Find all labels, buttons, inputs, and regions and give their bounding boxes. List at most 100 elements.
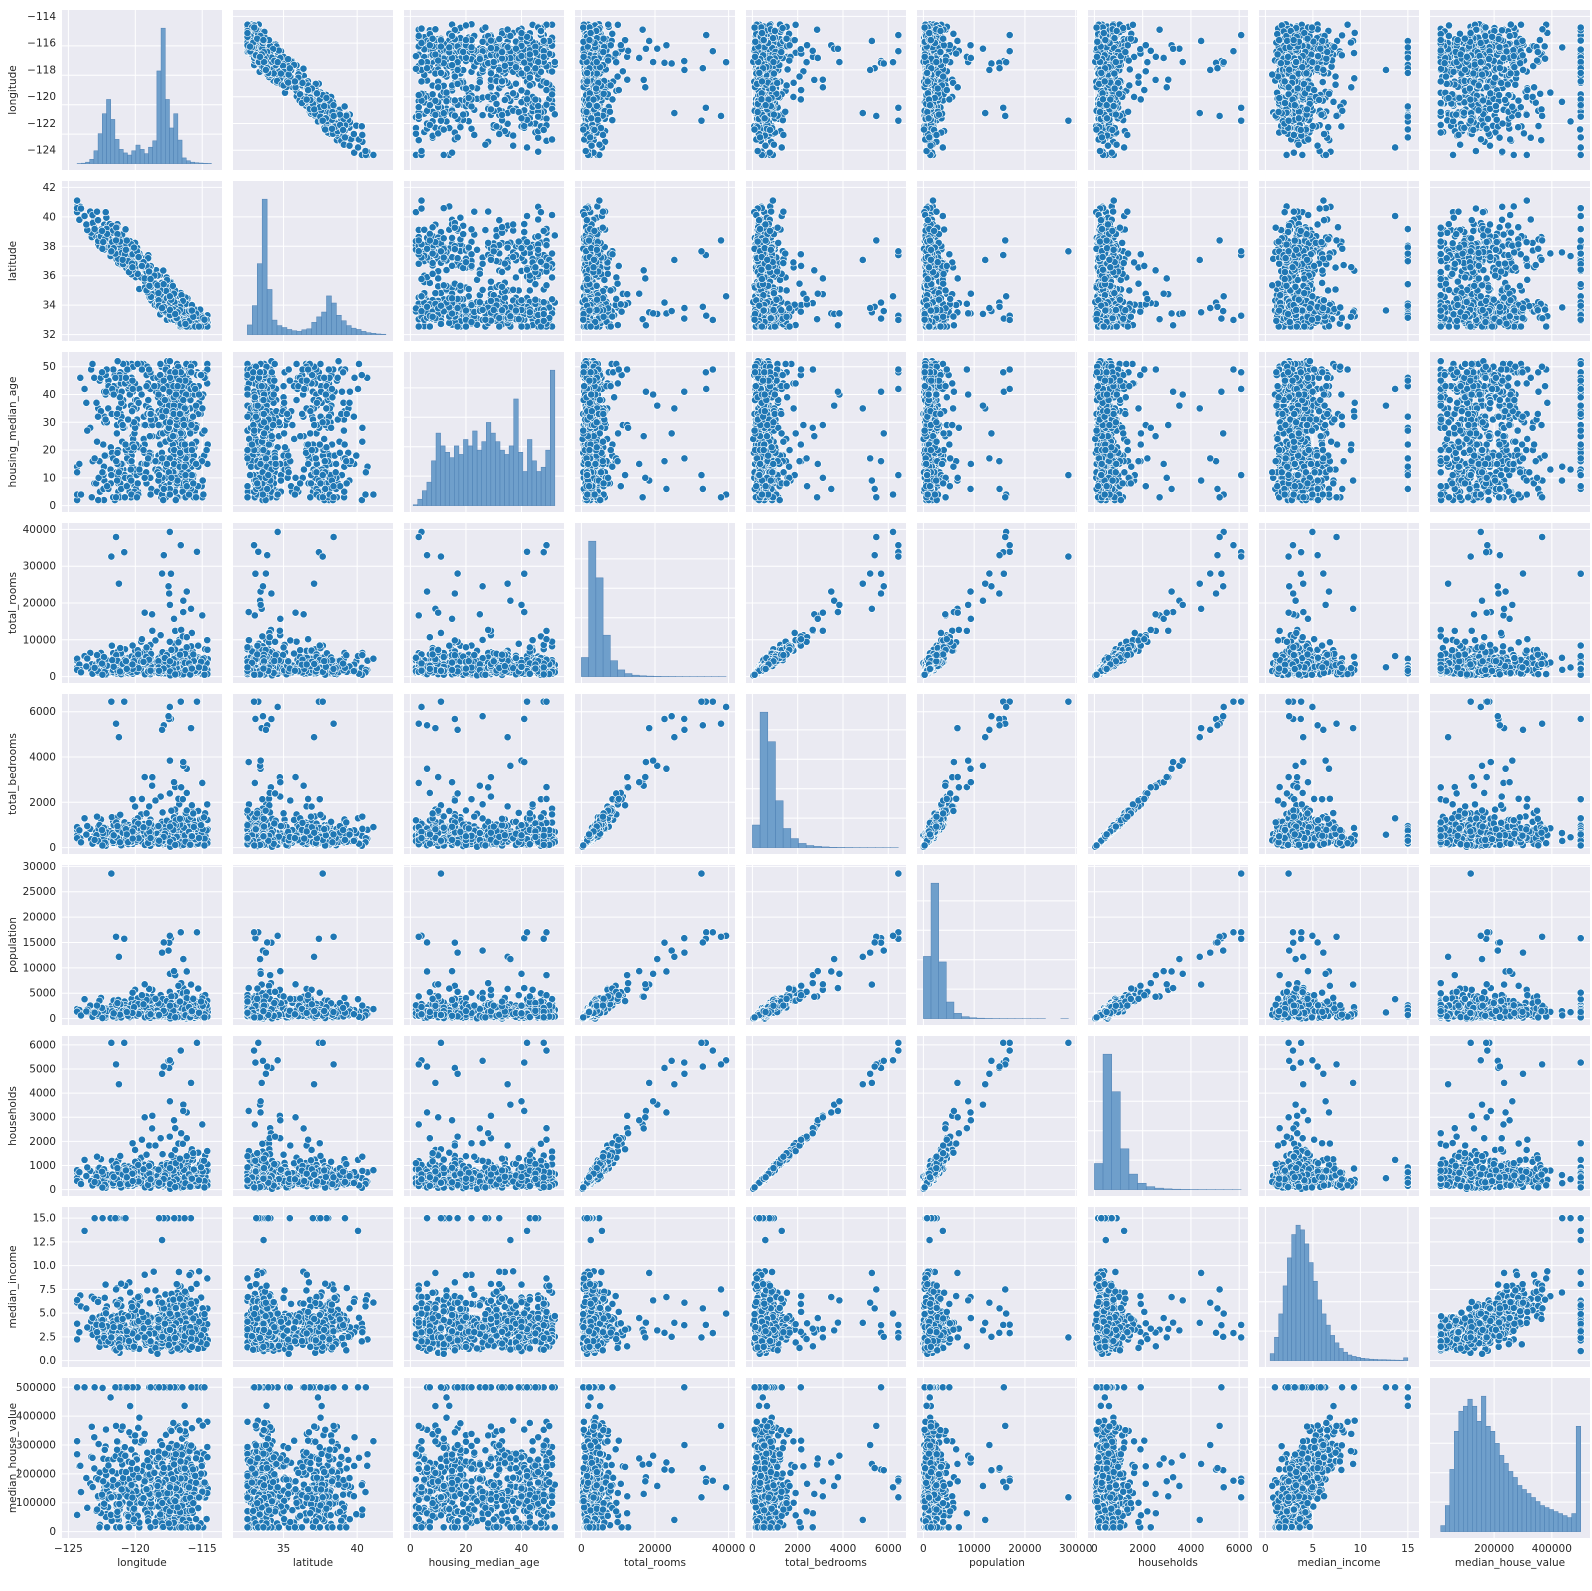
scatter-point	[1404, 134, 1411, 141]
scatter-point	[303, 96, 310, 103]
scatter-point	[1319, 37, 1326, 44]
histogram-bar	[140, 149, 144, 163]
scatter-point	[925, 115, 932, 122]
scatter-point	[609, 96, 616, 103]
scatter-point	[299, 79, 306, 86]
scatter-point	[927, 142, 934, 149]
histogram-bar	[186, 161, 190, 164]
scatter-point	[443, 98, 450, 105]
scatter-point	[756, 134, 763, 141]
scatter-point	[1404, 69, 1411, 76]
scatter-point	[523, 144, 530, 151]
scatter-point	[1437, 129, 1444, 136]
scatter-point	[1536, 36, 1543, 43]
scatter-point	[600, 48, 607, 55]
scatter-point	[330, 112, 337, 119]
scatter-point	[582, 147, 589, 154]
scatter-point	[490, 58, 497, 65]
scatter-point	[510, 142, 517, 149]
panel-longitude-vs-households	[1088, 10, 1248, 170]
scatter-point	[1404, 126, 1411, 133]
scatter-point	[548, 136, 555, 143]
scatter-point	[1127, 35, 1134, 42]
histogram-bar	[190, 162, 194, 163]
scatter-point	[1523, 151, 1530, 158]
scatter-point	[274, 59, 281, 66]
scatter-point	[588, 142, 595, 149]
scatter-point	[277, 70, 284, 77]
scatter-point	[1558, 98, 1565, 105]
scatter-point	[717, 112, 724, 119]
scatter-point	[809, 47, 816, 54]
scatter-point	[1109, 126, 1116, 133]
scatter-point	[751, 126, 758, 133]
scatter-point	[1125, 57, 1132, 64]
scatter-point	[1291, 102, 1298, 109]
scatter-point	[1220, 59, 1227, 66]
histogram-bar	[153, 141, 157, 164]
scatter-point	[1137, 96, 1144, 103]
scatter-point	[895, 31, 902, 38]
scatter-point	[1275, 108, 1282, 115]
scatter-point	[415, 32, 422, 39]
scatter-point	[454, 80, 461, 87]
scatter-point	[587, 29, 594, 36]
scatter-point	[1404, 54, 1411, 61]
scatter-point	[813, 26, 820, 33]
scatter-point	[1111, 70, 1118, 77]
scatter-point	[671, 109, 678, 116]
scatter-point	[1129, 21, 1136, 28]
scatter-point	[1094, 38, 1101, 45]
scatter-point	[646, 37, 653, 44]
scatter-point	[1320, 66, 1327, 73]
scatter-point	[614, 21, 621, 28]
scatter-point	[1290, 149, 1297, 156]
scatter-point	[1096, 147, 1103, 154]
panel-longitude-vs-total_rooms	[575, 10, 735, 170]
scatter-point	[454, 66, 461, 73]
scatter-point	[251, 24, 258, 31]
scatter-point	[868, 37, 875, 44]
scatter-point	[1124, 42, 1131, 49]
scatter-point	[501, 96, 508, 103]
scatter-point	[681, 57, 688, 64]
scatter-point	[709, 48, 716, 55]
scatter-point	[580, 126, 587, 133]
scatter-point	[585, 102, 592, 109]
scatter-point	[1309, 122, 1316, 129]
scatter-point	[780, 131, 787, 138]
scatter-point	[341, 103, 348, 110]
scatter-point	[482, 24, 489, 31]
scatter-point	[769, 85, 776, 92]
scatter-point	[1006, 31, 1013, 38]
scatter-point	[1322, 151, 1329, 158]
scatter-point	[967, 54, 974, 61]
scatter-point	[471, 131, 478, 138]
histogram-bar	[136, 145, 140, 164]
scatter-point	[468, 103, 475, 110]
scatter-point	[950, 30, 957, 37]
scatter-point	[244, 29, 251, 36]
scatter-point	[1238, 104, 1245, 111]
scatter-point	[771, 27, 778, 34]
scatter-point	[498, 111, 505, 118]
scatter-point	[1093, 126, 1100, 133]
scatter-point	[1276, 94, 1283, 101]
scatter-point	[584, 69, 591, 76]
scatter-point	[432, 26, 439, 33]
scatter-point	[1144, 59, 1151, 66]
scatter-point	[440, 110, 447, 117]
scatter-point	[1319, 79, 1326, 86]
scatter-point	[722, 59, 729, 66]
scatter-point	[1295, 141, 1302, 148]
scatter-point	[487, 83, 494, 90]
scatter-point	[943, 86, 950, 93]
scatter-point	[953, 50, 960, 57]
scatter-point	[418, 147, 425, 154]
scatter-point	[543, 86, 550, 93]
scatter-point	[487, 106, 494, 113]
scatter-point	[435, 84, 442, 91]
scatter-point	[1120, 24, 1127, 31]
scatter-point	[703, 31, 710, 38]
scatter-point	[487, 70, 494, 77]
